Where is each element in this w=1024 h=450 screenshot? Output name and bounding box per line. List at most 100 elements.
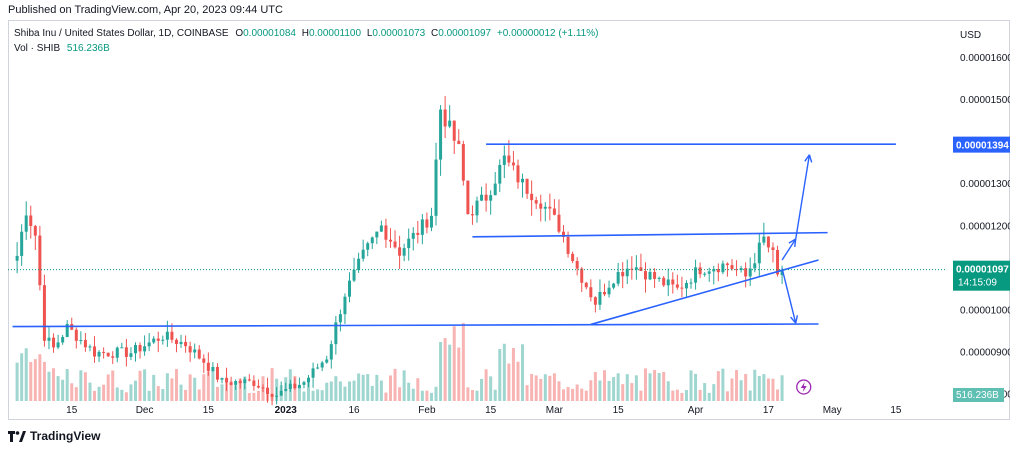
candle-body [425,219,429,228]
candle-body [375,231,379,238]
price-chart[interactable]: 0.00001600 0.00001500 0.00001300 0.00001200… [8,20,1010,420]
volume-bar [575,384,579,401]
volume-bar [776,389,780,401]
low-value: 0.00001073 [372,28,426,39]
candle-body [74,329,78,341]
candle-body [366,243,370,250]
candle-body [498,164,502,184]
candle-body [42,285,46,341]
volume-bar [70,383,74,401]
candle-body [580,268,584,283]
candle-body [147,342,151,347]
tradingview-footer[interactable]: TradingView [8,429,100,443]
candle-body [429,215,433,228]
volume-bar [29,361,33,401]
volume-bar [106,374,110,401]
candle-body [739,268,743,270]
candle-body [643,271,647,280]
resistance-price-text: 0.00001394 [956,141,1009,152]
volume-bar [452,326,456,401]
candle-body [284,389,288,391]
axis-labels: 0.00001394 0.00001097 14:15:09 516.236B [796,136,1010,402]
volume-bar [648,373,652,401]
volume-bar [79,370,83,401]
candle-body [88,346,92,348]
volume-bar [156,386,160,401]
volume-bar [316,389,320,401]
time-tick-label: Mar [546,405,564,416]
volume-bar [297,386,301,401]
candle-body [316,367,320,369]
candle-body [671,279,675,285]
change-value: +0.00000012 (+1.11%) [496,28,599,39]
volume-bar [74,387,78,401]
volume-bar [325,382,329,401]
arrow-down-to-support-head [790,316,797,324]
candle-body [516,165,520,183]
candle-body [621,271,625,277]
volume-bar [252,392,256,401]
candle-body [502,155,506,165]
time-tick-label: 15 [485,405,497,416]
candle-body [416,232,420,235]
candle-body [657,277,661,279]
candle-body [689,282,693,284]
candle-body [252,380,256,386]
candle-body [279,390,283,396]
symbol-legend: Shiba Inu / United States Dollar, 1D, CO… [14,28,598,39]
candle-body [234,381,238,385]
volume-legend: Vol · SHIB 516.236B [14,43,110,54]
volume-bar [47,371,51,401]
volume-bar [174,368,178,401]
volume-bar [211,370,215,401]
low-label: L [366,28,373,39]
candle-body [297,384,301,389]
candle-body [548,206,552,209]
candle-body [694,267,698,283]
candle-body [712,269,716,272]
volume-bar [666,381,670,401]
candle-body [730,265,734,270]
volume-bar [102,384,106,401]
volume-bar [457,347,461,401]
volume-bar [206,371,210,401]
volume-bar [420,390,424,401]
candle-body [684,282,688,289]
candle-body [83,340,87,348]
candle-body [612,283,616,288]
candle-body [29,215,33,227]
candle-body [348,280,352,297]
candle-body [361,249,365,259]
volume-bar [439,341,443,401]
volume-bar [707,392,711,401]
candle-body [111,356,115,358]
candle-body [434,159,438,216]
volume-bar [170,378,174,401]
high-label: H [301,28,309,39]
candle-body [566,236,570,254]
candle-body [630,268,634,270]
candle-body [593,297,597,305]
candle-body [653,271,657,279]
volume-bar [38,354,42,401]
volume-bar [498,349,502,401]
volume-bar [484,369,488,401]
candle-body [475,200,479,216]
time-tick-label: Feb [418,405,436,416]
volume-bar [193,377,197,401]
candle-body [707,271,711,274]
volume-bar [771,378,775,401]
candle-body [320,362,324,368]
volume-bar [489,376,493,401]
candle-body [247,379,251,381]
volume-badge [953,388,1004,402]
volume-bar [639,390,643,401]
time-tick-label: May [823,405,842,416]
volume-bar [20,353,24,401]
volume-bar [762,374,766,401]
brand-name: TradingView [30,429,101,443]
volume-bar [461,323,465,401]
arrow-up-to-resistance-head [808,154,813,163]
volume-bar [571,388,575,401]
volume-bar [165,373,169,401]
